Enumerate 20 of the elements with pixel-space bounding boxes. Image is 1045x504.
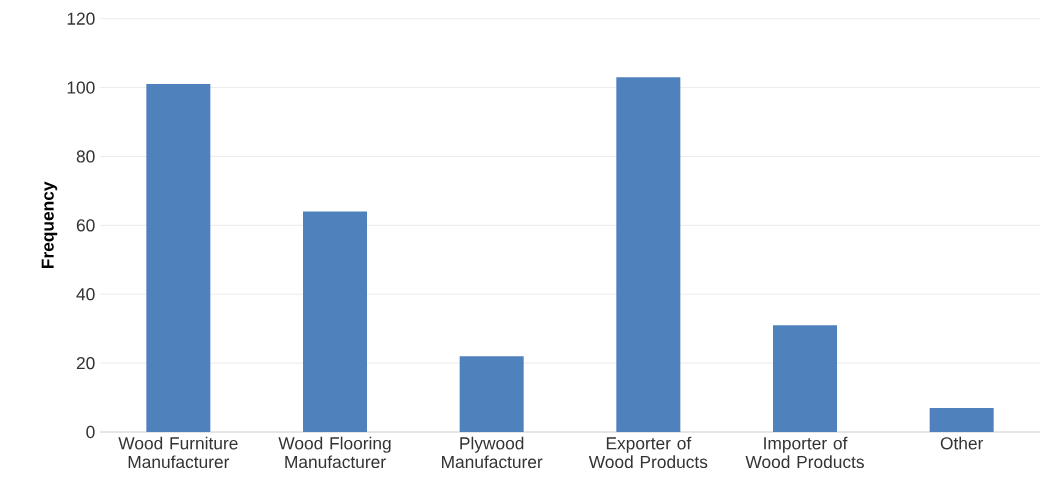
y-tick-label: 40 bbox=[76, 288, 95, 301]
x-tick-label: Wood Flooring Manufacturer bbox=[278, 436, 391, 469]
bar bbox=[929, 407, 994, 432]
x-tick-label: Exporter of Wood Products bbox=[588, 436, 708, 469]
y-tick-label: 0 bbox=[86, 425, 95, 439]
y-tick-label: 80 bbox=[76, 150, 95, 163]
x-tick-label: Importer of Wood Products bbox=[745, 436, 864, 469]
bar bbox=[773, 325, 837, 432]
bar bbox=[616, 77, 681, 432]
bar bbox=[459, 356, 524, 432]
bar bbox=[146, 84, 211, 432]
x-tick-label: Wood Furniture Manufacturer bbox=[118, 436, 238, 469]
y-tick-label: 120 bbox=[67, 12, 95, 25]
x-tick-label: Plywood Manufacturer bbox=[442, 436, 543, 469]
x-tick-label: Other bbox=[940, 436, 984, 450]
y-axis-title: Frequency bbox=[41, 181, 58, 269]
y-tick-label: 60 bbox=[76, 219, 95, 232]
y-tick-label: 100 bbox=[67, 81, 95, 94]
y-tick-label: 20 bbox=[76, 356, 95, 370]
bar bbox=[303, 211, 367, 432]
